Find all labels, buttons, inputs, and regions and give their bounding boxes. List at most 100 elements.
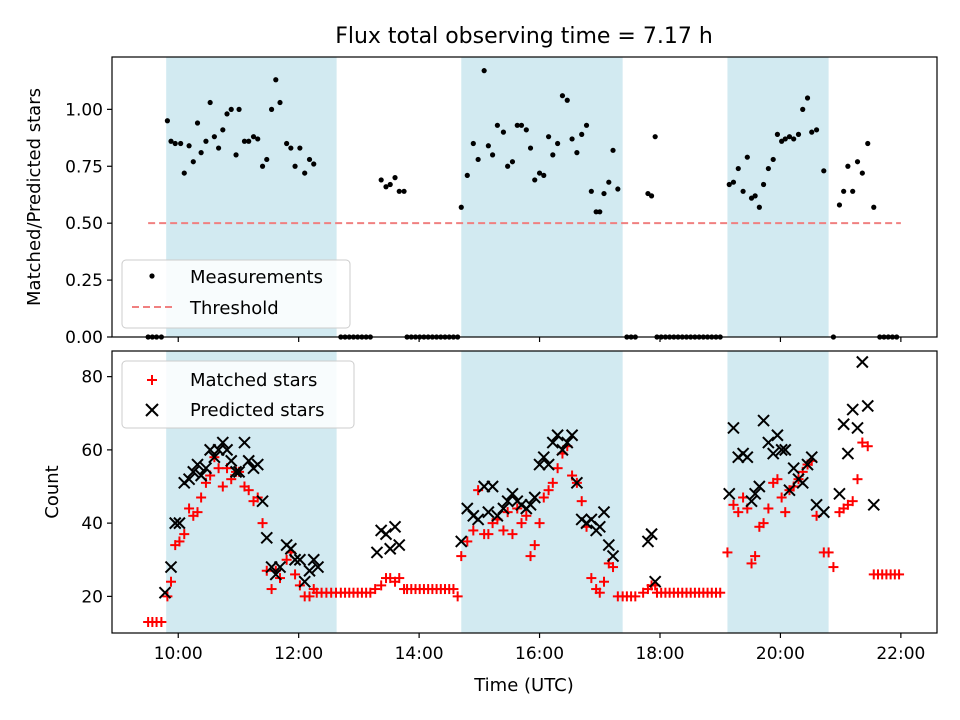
- predicted-point: [542, 458, 555, 471]
- top-y-axis: 0.00 0.25 0.50 0.75 1.00: [65, 100, 112, 348]
- measurement-point: [569, 136, 575, 142]
- matched-point: [525, 551, 536, 562]
- predicted-point: [225, 454, 238, 468]
- matched-point: [304, 591, 315, 602]
- matched-point: [290, 569, 301, 580]
- predicted-series: [158, 355, 880, 599]
- measurement-point: [292, 163, 298, 169]
- predicted-point-b: [766, 447, 780, 460]
- measurement-point: [804, 95, 811, 101]
- measurement-point: [481, 68, 487, 74]
- predicted-point: [455, 535, 468, 548]
- predicted-point: [194, 469, 208, 482]
- predicted-point-b: [251, 458, 264, 471]
- predicted-point-b: [293, 553, 307, 566]
- matched-point: [722, 547, 733, 558]
- legend-matched-marker: [147, 375, 157, 385]
- measurement-point: [306, 156, 313, 163]
- predicted-point-b: [225, 454, 238, 468]
- matched-point: [547, 477, 558, 488]
- matched-point: [586, 573, 597, 584]
- legend-matched-label: Matched stars: [190, 370, 317, 391]
- measurement-point: [854, 159, 861, 165]
- matched-point: [196, 492, 207, 503]
- predicted-point-b: [506, 487, 519, 501]
- matched-point: [828, 562, 839, 573]
- measurement-point: [744, 154, 750, 160]
- predicted-point-b: [158, 586, 172, 599]
- measurement-point: [297, 145, 303, 151]
- matched-point: [156, 617, 167, 628]
- measurement-point: [168, 138, 174, 144]
- measurement-point: [593, 209, 599, 215]
- measurement-point: [264, 156, 270, 163]
- measurement-point: [786, 134, 793, 140]
- predicted-point: [783, 483, 796, 497]
- measurement-point: [541, 172, 547, 178]
- measurement-point: [765, 165, 771, 172]
- matched-point: [243, 485, 254, 496]
- predicted-point-b: [851, 421, 864, 435]
- matched-point: [516, 518, 527, 529]
- bottom-y-label: Count: [42, 465, 63, 518]
- predicted-point: [856, 355, 869, 369]
- predicted-point: [164, 560, 178, 574]
- predicted-point-b: [232, 465, 246, 479]
- predicted-point: [216, 436, 230, 449]
- predicted-point-b: [307, 553, 320, 566]
- legend-predicted-marker: [145, 403, 159, 417]
- predicted-point: [303, 564, 316, 577]
- matched-point: [862, 441, 873, 452]
- legend-threshold-label: Threshold: [189, 298, 279, 319]
- bottom-legend: Matched stars Predicted stars: [121, 360, 355, 429]
- predicted-point: [471, 513, 485, 526]
- predicted-point-b: [796, 476, 809, 490]
- measurement-point: [564, 97, 570, 103]
- measurement-point: [514, 122, 520, 128]
- predicted-point: [771, 429, 784, 442]
- predicted-point-b: [723, 487, 736, 501]
- predicted-point-b: [570, 476, 584, 490]
- chart-title: Flux total observing time = 7.17 h: [335, 24, 713, 49]
- measurement-point: [489, 152, 496, 158]
- predicted-point-b: [551, 429, 564, 442]
- bottom-x-tick-label: 22:00: [876, 644, 925, 664]
- measurement-point: [164, 118, 171, 124]
- predicted-point: [379, 527, 393, 541]
- measurement-point: [583, 122, 590, 128]
- measurement-point: [800, 106, 806, 112]
- predicted-point-b: [208, 451, 221, 464]
- predicted-point: [861, 399, 874, 413]
- bottom-x-tick-label: 10:00: [154, 644, 203, 664]
- measurement-point: [255, 136, 261, 142]
- measurement-point: [233, 152, 239, 158]
- predicted-point: [307, 553, 320, 566]
- predicted-point: [293, 553, 307, 566]
- predicted-point: [528, 491, 541, 504]
- measurement-point: [726, 181, 732, 188]
- matched-point: [507, 529, 518, 540]
- matched-point: [772, 474, 783, 485]
- measurement-point: [220, 127, 226, 133]
- bottom-y-tick-label: 20: [81, 587, 103, 607]
- measurement-point: [845, 163, 851, 169]
- predicted-point-b: [238, 436, 251, 449]
- top-y-label: Matched/Predicted stars: [24, 88, 45, 306]
- predicted-point-b: [298, 575, 311, 588]
- measurement-point: [836, 202, 843, 208]
- predicted-point-b: [256, 494, 269, 508]
- predicted-point: [775, 443, 788, 457]
- measurement-point: [250, 134, 257, 140]
- measurement-point: [246, 138, 252, 144]
- predicted-point-b: [787, 461, 800, 475]
- matched-point: [217, 481, 228, 492]
- predicted-point-b: [370, 546, 384, 559]
- measurement-point: [236, 106, 242, 112]
- measurement-point: [791, 136, 797, 142]
- predicted-point: [837, 418, 850, 431]
- predicted-point: [606, 549, 620, 563]
- measurement-point: [401, 188, 407, 194]
- bottom-y-tick-label: 60: [81, 441, 103, 461]
- predicted-point: [370, 546, 384, 559]
